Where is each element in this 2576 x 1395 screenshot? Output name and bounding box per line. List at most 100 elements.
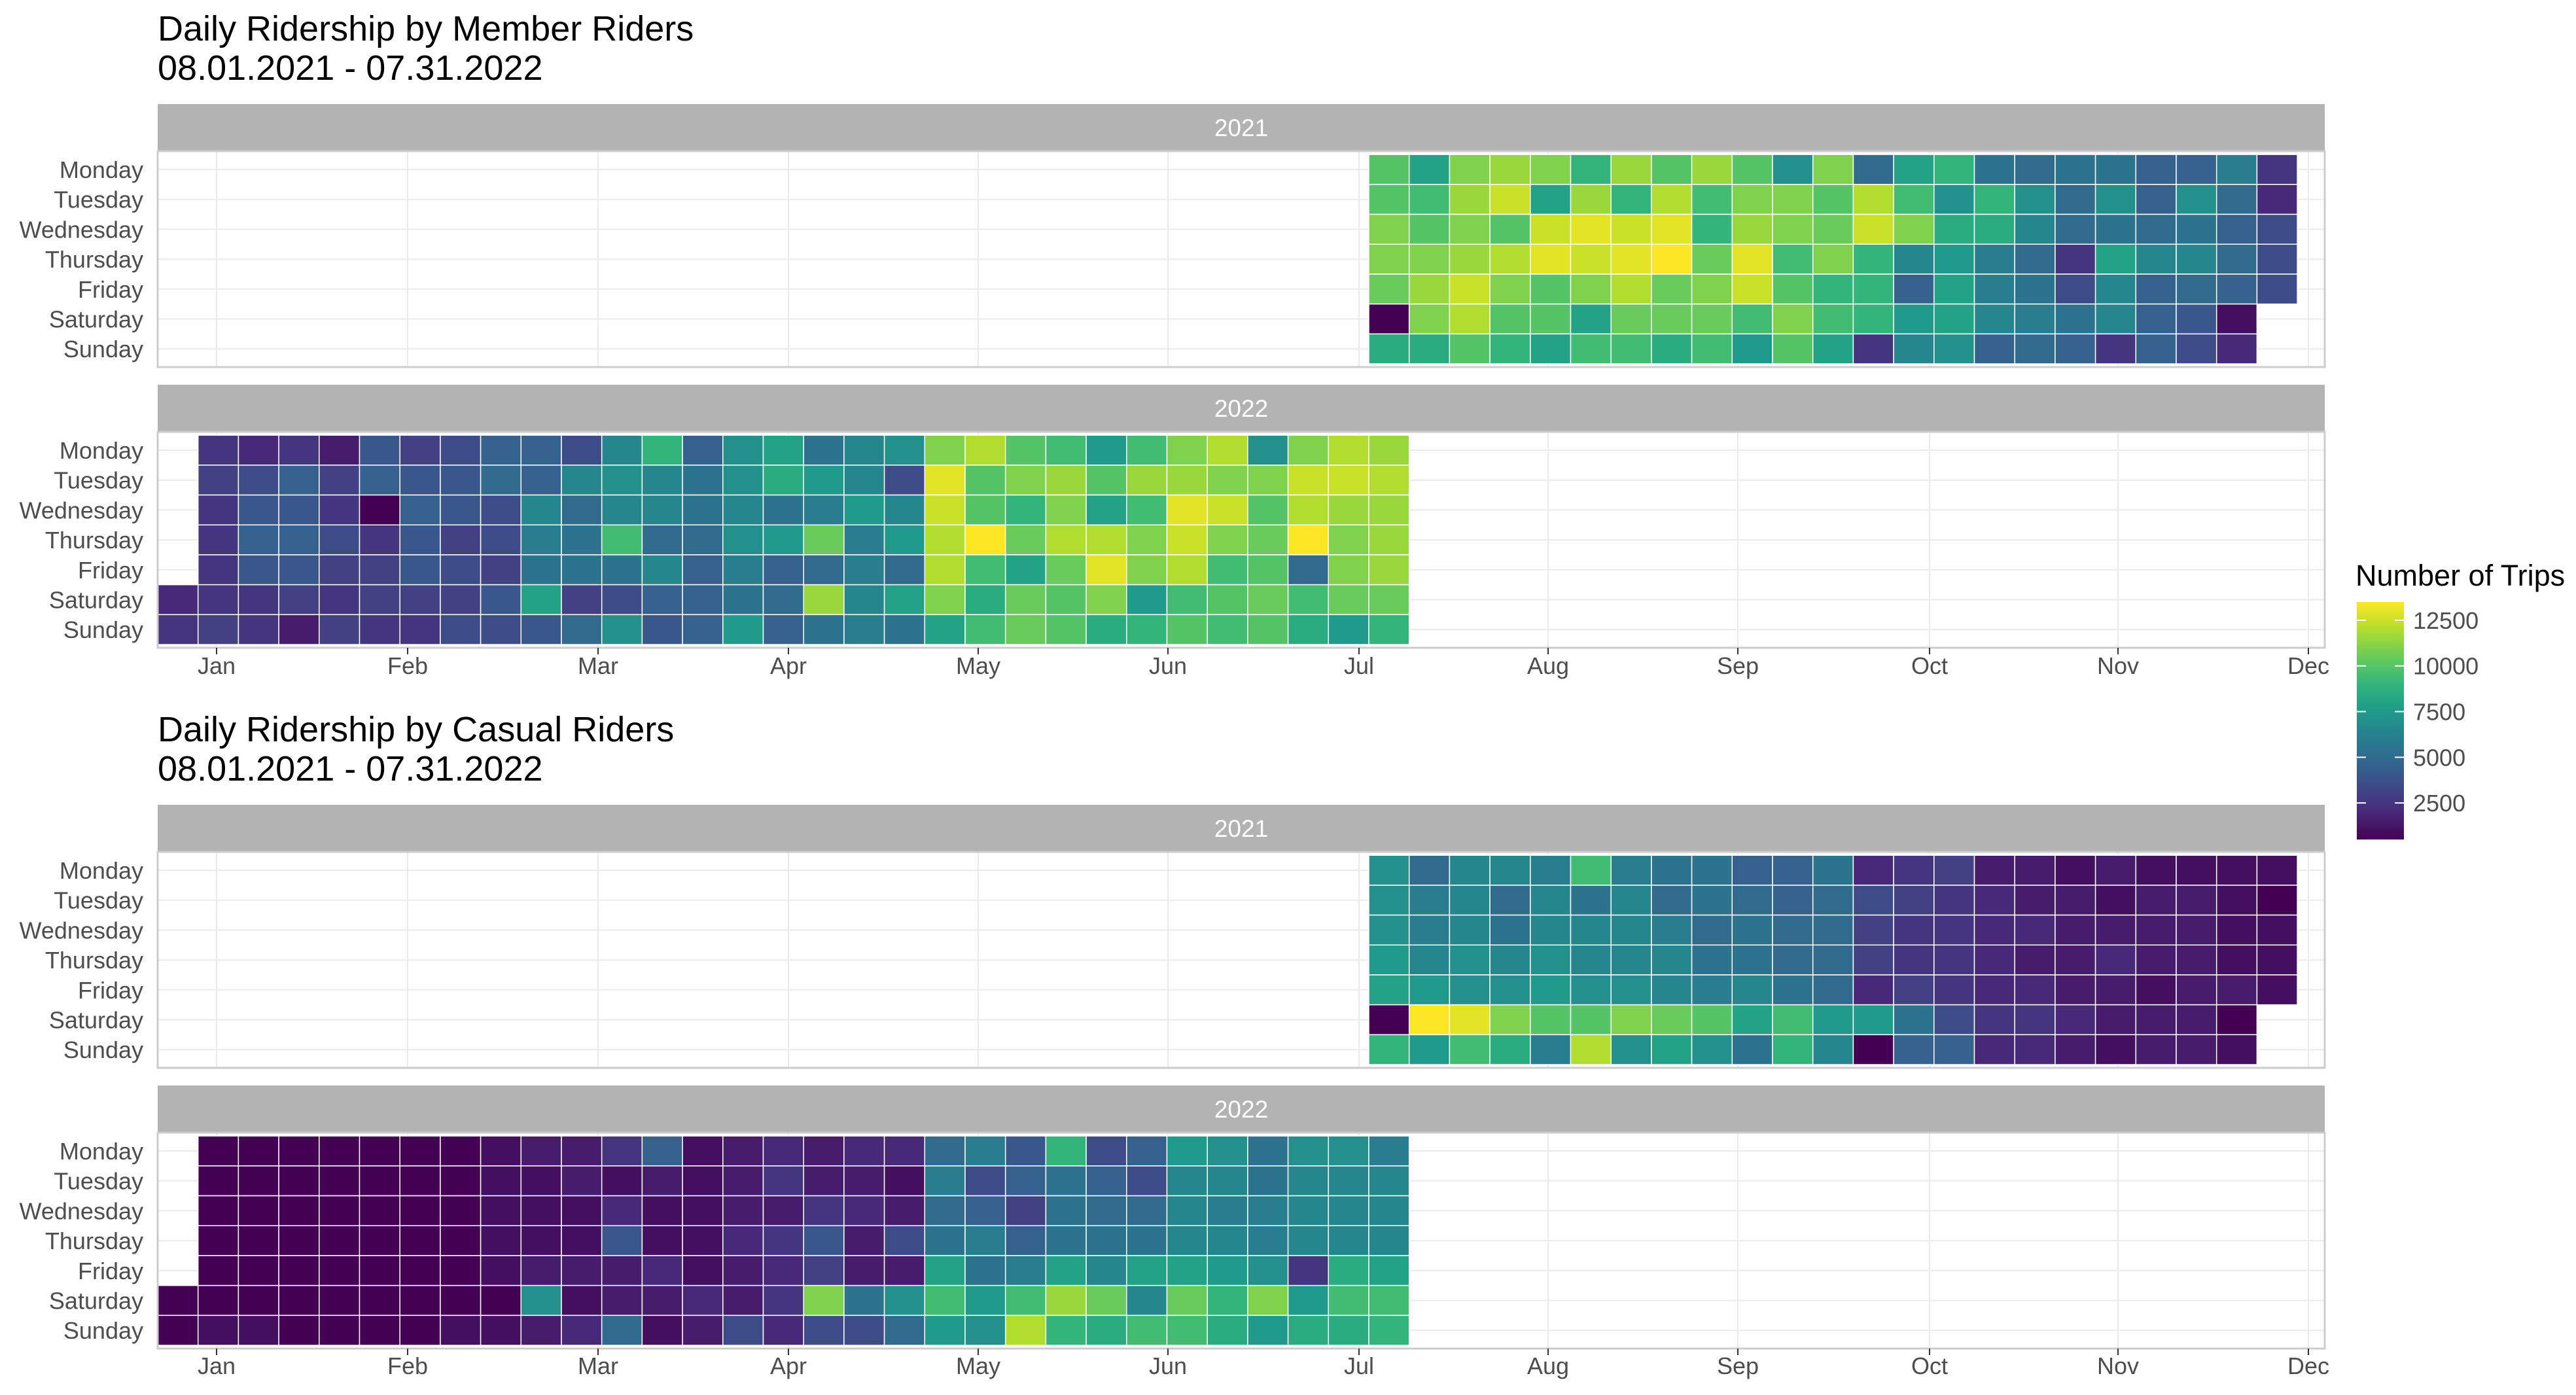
heatmap-cell	[803, 1195, 845, 1227]
heatmap-cell	[1207, 1165, 1248, 1197]
heatmap-cell	[1973, 154, 2015, 185]
heatmap-cell	[924, 1225, 966, 1256]
heatmap-cell	[682, 524, 724, 556]
heatmap-cell	[359, 524, 400, 556]
heatmap-cell	[1328, 524, 1369, 556]
heatmap-cell	[2215, 303, 2258, 335]
heatmap-cell	[1933, 213, 1975, 245]
heatmap-cell	[480, 434, 522, 466]
heatmap-cell	[1530, 974, 1572, 1006]
row-label-sunday: Sunday	[63, 1317, 143, 1344]
heatmap-cell	[1812, 274, 1854, 305]
heatmap-cell	[319, 1225, 361, 1256]
heatmap-cell	[440, 1225, 482, 1256]
heatmap-cell	[1045, 494, 1087, 525]
heatmap-cell	[1247, 465, 1289, 496]
row-label-friday: Friday	[78, 977, 143, 1004]
heatmap-cell	[2094, 154, 2137, 185]
x-tick-label-aug: Aug	[1527, 652, 1569, 679]
heatmap-cell	[1368, 885, 1410, 916]
heatmap-cell	[1085, 1195, 1127, 1227]
heatmap-cell	[278, 1225, 320, 1256]
heatmap-cell	[1651, 1034, 1693, 1065]
heatmap-cell	[1287, 1135, 1330, 1167]
row-label-thursday: Thursday	[45, 246, 143, 273]
heatmap-cell	[359, 614, 400, 645]
heatmap-cell	[1530, 1034, 1572, 1065]
facet-panel-2022: 2022 Monday Tuesday Wednesday Thursday Friday…	[20, 385, 2326, 649]
heatmap-cell	[1004, 554, 1047, 586]
heatmap-cell	[2135, 944, 2177, 976]
heatmap-cell	[1045, 584, 1087, 616]
heatmap-cell	[1207, 1225, 1248, 1256]
heatmap-cell	[1287, 524, 1330, 556]
row-label-friday: Friday	[78, 1258, 143, 1284]
row-label-friday: Friday	[78, 276, 143, 303]
heatmap-cell	[561, 1284, 603, 1316]
heatmap-cell	[319, 524, 361, 556]
heatmap-cell	[964, 1135, 1006, 1167]
chart-title: Daily Ridership by Member Riders	[158, 9, 694, 48]
heatmap-cell	[440, 584, 482, 616]
heatmap-cell	[682, 1255, 724, 1286]
heatmap-cell	[1852, 1034, 1894, 1065]
x-tick-label-nov: Nov	[2097, 652, 2139, 679]
x-tick-label-jan: Jan	[198, 1352, 236, 1379]
heatmap-cell	[520, 524, 562, 556]
heatmap-cell	[1933, 914, 1975, 946]
heatmap-cell	[1651, 213, 1693, 245]
heatmap-cell	[1530, 154, 1572, 185]
heatmap-cell	[1570, 243, 1612, 275]
heatmap-cell	[561, 1315, 603, 1346]
heatmap-cell	[2215, 974, 2258, 1006]
x-tick-label-jun: Jun	[1149, 652, 1187, 679]
heatmap-cell	[520, 554, 562, 586]
heatmap-cell	[1368, 274, 1410, 305]
heatmap-cell	[1126, 1255, 1168, 1286]
heatmap-cell	[1530, 944, 1572, 976]
heatmap-cell	[399, 1284, 441, 1316]
heatmap-cell	[1126, 1225, 1168, 1256]
row-label-saturday: Saturday	[49, 1288, 143, 1315]
heatmap-cell	[682, 434, 724, 466]
heatmap-cell	[601, 1225, 643, 1256]
heatmap-cell	[1530, 1004, 1572, 1036]
heatmap-cell	[197, 434, 239, 466]
heatmap-cell	[1651, 885, 1693, 916]
heatmap-cell	[2176, 914, 2217, 946]
heatmap-cell	[359, 494, 400, 525]
heatmap-cell	[1126, 524, 1168, 556]
heatmap-cell	[722, 1255, 764, 1286]
heatmap-cell	[964, 434, 1006, 466]
heatmap-cell	[1691, 885, 1733, 916]
heatmap-cell	[359, 1165, 400, 1197]
heatmap-cell	[1287, 1195, 1330, 1227]
heatmap-cell	[641, 434, 683, 466]
heatmap-cell	[1449, 855, 1491, 886]
heatmap-cell	[1045, 1195, 1087, 1227]
heatmap-cell	[1651, 855, 1693, 886]
heatmap-cell	[238, 1315, 279, 1346]
heatmap-cell	[1045, 1284, 1087, 1316]
heatmap-cell	[520, 434, 562, 466]
heatmap-cell	[843, 614, 885, 645]
heatmap-cell	[1449, 333, 1491, 364]
heatmap-cell	[520, 1195, 562, 1227]
heatmap-cell	[1368, 494, 1410, 525]
heatmap-cell	[157, 584, 199, 616]
heatmap-cell	[1449, 213, 1491, 245]
heatmap-cell	[1004, 494, 1047, 525]
heatmap-cell	[1207, 434, 1248, 466]
heatmap-cell	[2094, 974, 2137, 1006]
heatmap-cell	[1247, 1255, 1289, 1286]
row-label-friday: Friday	[78, 557, 143, 584]
heatmap-cell	[762, 1315, 804, 1346]
heatmap-cell	[1933, 333, 1975, 364]
chart-subtitle: 08.01.2021 - 07.31.2022	[158, 48, 543, 88]
heatmap-cell	[803, 1315, 845, 1346]
heatmap-cell	[641, 584, 683, 616]
heatmap-cell	[2014, 333, 2056, 364]
heatmap-cell	[1085, 1225, 1127, 1256]
heatmap-cell	[2135, 914, 2177, 946]
heatmap-cell	[601, 1315, 643, 1346]
